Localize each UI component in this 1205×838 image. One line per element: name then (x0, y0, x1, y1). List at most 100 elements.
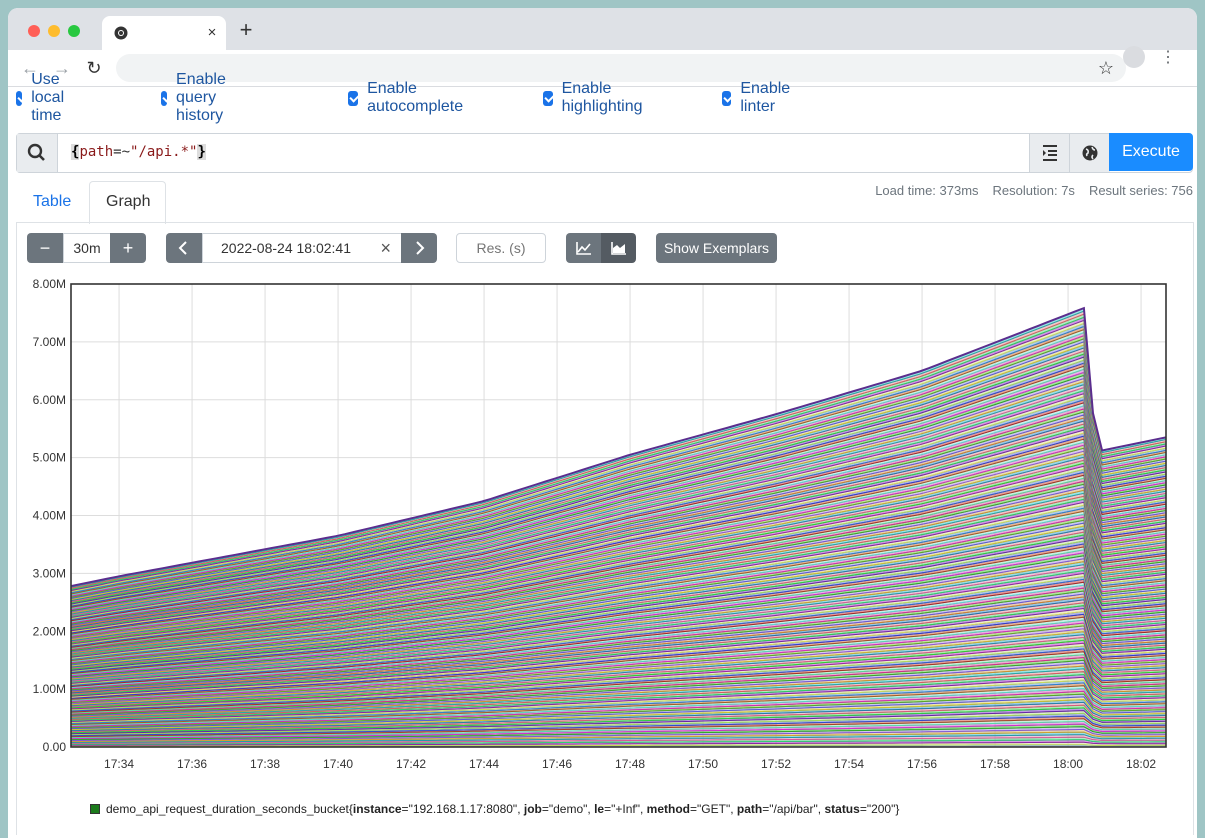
forward-icon[interactable]: → (53, 58, 71, 78)
x-tick-label: 18:02 (1126, 757, 1156, 771)
legend-label-value: "200" (866, 802, 896, 816)
clear-time-icon[interactable]: × (380, 238, 391, 258)
bookmark-star-icon[interactable]: ☆ (1097, 58, 1114, 78)
stacked-chart-button[interactable] (601, 233, 636, 263)
chrome-icon (114, 26, 128, 40)
chart-series-group (70, 306, 1167, 748)
option-linter[interactable]: Enable linter (722, 80, 796, 115)
end-time-input[interactable]: 2022-08-24 18:02:41 × (202, 233, 402, 263)
maximize-window-dot[interactable] (68, 25, 80, 37)
legend-label-key: method (646, 802, 691, 816)
legend: demo_api_request_duration_seconds_bucket… (90, 802, 899, 816)
checkbox-icon[interactable] (722, 90, 732, 106)
line-chart-button[interactable] (566, 233, 601, 263)
option-use-local-time[interactable]: Use local time (16, 71, 73, 124)
tab-graph-label: Graph (106, 193, 151, 210)
x-tick-label: 18:00 (1053, 757, 1083, 771)
load-time: Load time: 373ms (875, 183, 979, 198)
range-input[interactable]: 30m (63, 233, 111, 263)
graph-panel (16, 222, 1194, 835)
x-axis: 17:34 17:36 17:38 17:40 17:42 17:44 17:46 17:48… (104, 757, 1156, 771)
tab-strip: × + (8, 8, 1197, 50)
x-tick-label: 17:46 (542, 757, 572, 771)
format-query-button[interactable] (1029, 134, 1070, 172)
execute-button[interactable]: Execute (1109, 133, 1193, 171)
series-top-line (70, 306, 1167, 588)
close-tab-icon[interactable]: × (207, 24, 217, 41)
option-label: Use local time (31, 71, 65, 124)
result-series: Result series: 756 (1088, 183, 1193, 198)
decrease-range-button[interactable]: − (27, 233, 63, 263)
tab-graph[interactable] (89, 181, 166, 224)
y-axis: 0.00 1.00M 2.00M 3.00M 4.00M 5.00M 6.00M 7.00M 8… (33, 277, 67, 754)
checkbox-icon[interactable] (348, 90, 359, 106)
y-tick-label: 0.00 (43, 740, 67, 754)
legend-label-key: le (594, 802, 605, 816)
address-bar[interactable]: ☆ (116, 54, 1126, 82)
checkbox-icon[interactable] (16, 90, 23, 106)
chevron-right-icon (416, 241, 425, 255)
resolution: Resolution: 7s (992, 183, 1075, 198)
y-tick-label: 1.00M (33, 682, 66, 696)
x-tick-label: 17:44 (469, 757, 499, 771)
legend-label-key: job (523, 802, 542, 816)
x-tick-label: 17:38 (250, 757, 280, 771)
query-input[interactable]: {path=~"/api.*"} (71, 144, 206, 160)
metrics-explorer-button[interactable] (1069, 134, 1110, 172)
x-tick-label: 17:50 (688, 757, 718, 771)
checkbox-icon[interactable] (543, 90, 553, 106)
profile-avatar-icon[interactable] (1123, 46, 1145, 68)
x-tick-label: 17:40 (323, 757, 353, 771)
minimize-window-dot[interactable] (48, 25, 60, 37)
legend-open-brace: { (348, 802, 353, 816)
y-tick-label: 5.00M (33, 451, 66, 465)
time-back-button[interactable] (166, 233, 202, 263)
legend-label-key: status (824, 802, 860, 816)
legend-label-value: "192.168.1.17:8080" (408, 802, 518, 816)
indent-icon (1043, 145, 1057, 161)
x-tick-label: 17:52 (761, 757, 791, 771)
browser-menu-icon[interactable]: ⋮ (1160, 49, 1176, 66)
legend-label-key: instance (352, 802, 402, 816)
area-chart-icon (611, 242, 626, 255)
back-icon[interactable]: ← (21, 58, 39, 78)
legend-label-value: "+Inf" (611, 802, 640, 816)
x-tick-label: 17:56 (907, 757, 937, 771)
show-exemplars-button[interactable]: Show Exemplars (656, 233, 777, 263)
plot-frame (70, 283, 1167, 748)
x-tick-label: 17:48 (615, 757, 645, 771)
option-highlighting[interactable]: Enable highlighting (543, 80, 648, 115)
increase-range-button[interactable]: + (110, 233, 146, 263)
checkbox-icon[interactable] (161, 90, 168, 106)
x-tick-label: 17:36 (177, 757, 207, 771)
reload-icon[interactable]: ↻ (86, 58, 102, 78)
resolution-input[interactable] (456, 233, 546, 263)
option-autocomplete[interactable]: Enable autocomplete (348, 80, 468, 115)
browser-toolbar: ← → ↻ ☆ (8, 50, 1197, 87)
option-query-history[interactable]: Enable query history (161, 71, 235, 124)
browser-tab[interactable]: × (102, 16, 226, 50)
x-tick-label: 17:34 (104, 757, 134, 771)
option-label: Enable linter (740, 80, 791, 115)
option-label: Enable query history (176, 71, 226, 124)
legend-close-brace: } (895, 802, 900, 816)
legend-label-value: "demo" (548, 802, 588, 816)
y-tick-label: 3.00M (33, 566, 66, 580)
new-tab-button[interactable]: + (239, 17, 253, 42)
time-forward-button[interactable] (401, 233, 437, 263)
legend-label-value: "/api/bar" (769, 802, 818, 816)
legend-labels: instance="192.168.1.17:8080", job="demo"… (352, 802, 896, 816)
option-label: Enable autocomplete (367, 80, 464, 115)
x-tick-label: 17:42 (396, 757, 426, 771)
line-chart-icon (576, 242, 591, 255)
search-icon (17, 134, 58, 172)
y-tick-label: 6.00M (33, 393, 66, 407)
x-tick-label: 17:54 (834, 757, 864, 771)
legend-label-key: path (736, 802, 763, 816)
y-tick-label: 2.00M (33, 624, 66, 638)
end-time-value: 2022-08-24 18:02:41 (221, 240, 351, 256)
legend-metric: demo_api_request_duration_seconds_bucket (106, 802, 349, 816)
query-bar: {path=~"/api.*"} Execute (16, 133, 1193, 173)
y-tick-label: 7.00M (33, 335, 66, 349)
close-window-dot[interactable] (28, 25, 40, 37)
